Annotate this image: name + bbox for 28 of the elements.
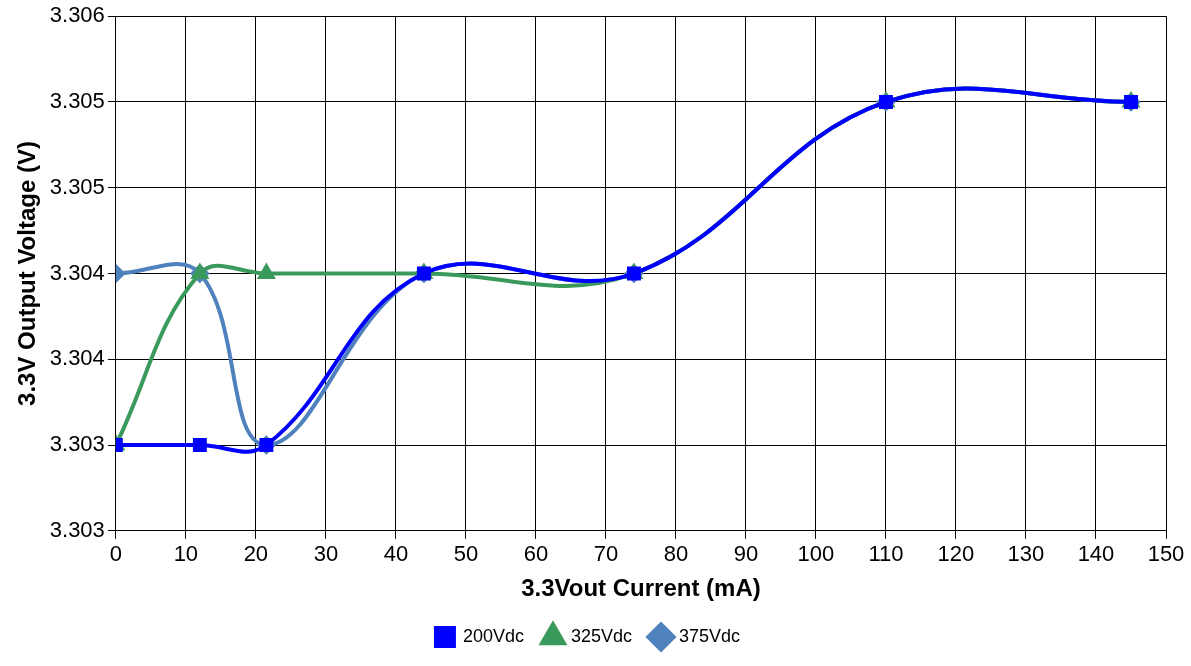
y-tick-label: 3.304 — [49, 345, 105, 371]
x-tick-label: 10 — [173, 541, 199, 567]
x-tick-label: 70 — [593, 541, 619, 567]
x-tick-label: 140 — [1077, 541, 1115, 567]
y-tick-label: 3.305 — [49, 173, 105, 199]
y-tick-label: 3.305 — [49, 88, 105, 114]
y-tick-label: 3.306 — [49, 2, 105, 28]
x-tick-label: 60 — [523, 541, 549, 567]
x-tick-label: 20 — [243, 541, 269, 567]
y-tick-label: 3.304 — [49, 259, 105, 285]
x-tick-label: 30 — [313, 541, 339, 567]
legend-label: 375Vdc — [679, 625, 741, 646]
x-tick-label: 120 — [937, 541, 975, 567]
x-tick-label: 40 — [383, 541, 409, 567]
x-axis-title: 3.3Vout Current (mA) — [521, 574, 761, 602]
x-tick-label: 90 — [733, 541, 759, 567]
x-tick-label: 100 — [797, 541, 835, 567]
x-tick-label: 0 — [109, 541, 122, 567]
x-tick-label: 130 — [1007, 541, 1045, 567]
x-tick-label: 150 — [1147, 541, 1185, 567]
x-tick-label: 110 — [868, 541, 904, 567]
legend-label: 200Vdc — [462, 625, 524, 646]
y-axis-title: 3.3V Output Voltage (V) — [13, 141, 41, 406]
legend-label: 325Vdc — [570, 625, 633, 646]
x-tick-label: 50 — [453, 541, 479, 567]
y-tick-label: 3.303 — [49, 431, 105, 457]
x-tick-label: 80 — [663, 541, 689, 567]
y-tick-label: 3.303 — [49, 516, 105, 542]
